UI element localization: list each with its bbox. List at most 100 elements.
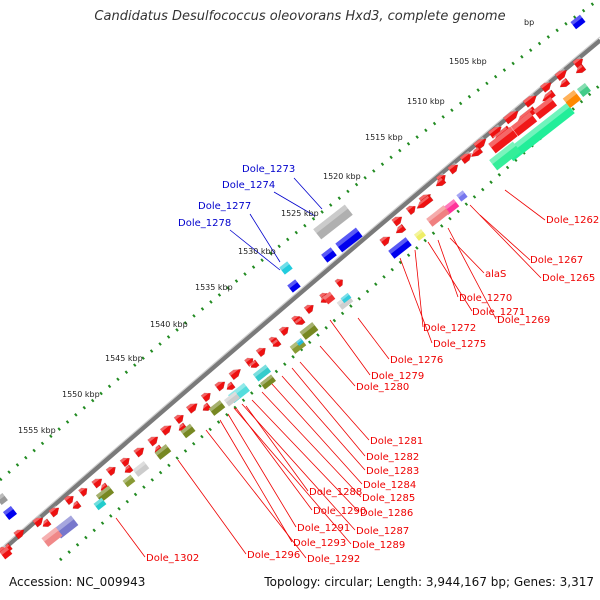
cds-forward-arrow bbox=[278, 324, 289, 337]
cds-forward-arrow bbox=[173, 412, 184, 425]
label-leader-line bbox=[479, 214, 531, 261]
kbp-tick-label: 1535 kbp bbox=[195, 283, 233, 292]
cds-forward-arrow bbox=[303, 302, 314, 315]
gene-label: Dole_1285 bbox=[362, 493, 415, 504]
cds-forward-arrow bbox=[539, 80, 552, 93]
cds-forward-arrow bbox=[133, 445, 145, 458]
cds-forward-arrow bbox=[554, 67, 568, 82]
label-leader-line bbox=[249, 213, 281, 263]
gene-label: Dole_1281 bbox=[370, 436, 423, 447]
kbp-tick-label: 1515 kbp bbox=[365, 133, 403, 142]
gene-label: Dole_1289 bbox=[352, 540, 405, 551]
cds-forward-arrow bbox=[487, 124, 502, 139]
feature-gray bbox=[0, 492, 8, 506]
feature-blue bbox=[335, 227, 363, 253]
cds-reverse-arrow bbox=[393, 223, 407, 234]
cds-reverse-arrow bbox=[122, 464, 134, 474]
feature-cyan bbox=[340, 292, 352, 304]
cds-forward-arrow bbox=[447, 162, 459, 175]
cds-reverse-arrow bbox=[573, 63, 587, 74]
label-leader-line bbox=[449, 237, 485, 274]
cds-reverse-arrow bbox=[70, 500, 82, 510]
kbp-tick-label: 1545 kbp bbox=[105, 354, 143, 363]
feature-red-small bbox=[0, 546, 13, 560]
cds-forward-arrow bbox=[522, 93, 537, 108]
cds-forward-arrow bbox=[255, 345, 266, 358]
cds-forward-arrow bbox=[32, 515, 44, 528]
feature-pink bbox=[41, 527, 63, 547]
cds-forward-arrow bbox=[459, 150, 473, 165]
feature-blue bbox=[388, 237, 412, 259]
cds-forward-arrow bbox=[228, 366, 242, 381]
rrna-feature bbox=[489, 141, 521, 171]
cds-reverse-arrow bbox=[248, 359, 260, 369]
label-leader-line bbox=[293, 177, 323, 210]
genome-summary: Topology: circular; Length: 3,944,167 bp… bbox=[264, 575, 594, 589]
feature-gray bbox=[313, 204, 353, 240]
gene-label: Dole_1270 bbox=[459, 293, 512, 304]
label-leader-line bbox=[357, 317, 390, 360]
map-title: Candidatus Desulfococcus oleovorans Hxd3… bbox=[94, 9, 506, 24]
label-leader-line bbox=[205, 429, 307, 559]
feature-blue bbox=[570, 14, 586, 30]
gene-label: Dole_1280 bbox=[356, 382, 409, 393]
feature-cyan bbox=[252, 364, 272, 382]
cds-forward-arrow bbox=[473, 136, 487, 151]
feature-olive bbox=[180, 423, 196, 439]
gene-label: Dole_1288 bbox=[309, 487, 362, 498]
kbp-tick-label: 1540 kbp bbox=[150, 320, 188, 329]
cds-forward-arrow bbox=[244, 355, 254, 367]
gene-label: Dole_1276 bbox=[390, 355, 443, 366]
label-leader-line bbox=[469, 204, 542, 279]
label-leader-line bbox=[261, 391, 362, 498]
gene-label: Dole_1262 bbox=[546, 215, 599, 226]
kbp-tick-label: 1520 kbp bbox=[323, 172, 361, 181]
gene-label: alaS bbox=[485, 269, 506, 280]
cds-block bbox=[488, 126, 518, 154]
gene-label: Dole_1284 bbox=[363, 480, 416, 491]
feature-olive bbox=[208, 400, 226, 416]
label-leader-line bbox=[329, 319, 371, 376]
cds-forward-arrow bbox=[48, 505, 60, 518]
cds-forward-arrow bbox=[379, 234, 391, 247]
feature-lilac bbox=[456, 190, 468, 202]
gene-label: Dole_1282 bbox=[366, 452, 419, 463]
cds-reverse-arrow bbox=[414, 194, 434, 209]
gene-label: Dole_1271 bbox=[472, 307, 525, 318]
cds-reverse-arrow bbox=[557, 77, 571, 88]
gene-label: Dole_1291 bbox=[297, 523, 350, 534]
kbp-tick-label: 1525 kbp bbox=[281, 209, 319, 218]
label-leader-line bbox=[291, 367, 366, 457]
cds-reverse-arrow bbox=[40, 518, 52, 528]
gene-label: Dole_1290 bbox=[313, 506, 366, 517]
label-leader-line bbox=[399, 257, 433, 344]
cds-forward-arrow bbox=[200, 390, 211, 403]
cds-reverse-arrow bbox=[433, 176, 447, 187]
label-leader-line bbox=[271, 383, 363, 485]
feature-olive bbox=[299, 322, 319, 340]
cds-forward-arrow bbox=[405, 203, 416, 216]
kbp-tick-label: 1530 kbp bbox=[238, 247, 276, 256]
cds-forward-arrow bbox=[391, 214, 403, 227]
label-leader-line bbox=[437, 239, 459, 298]
cds-forward-arrow bbox=[159, 423, 172, 436]
gene-label: Dole_1286 bbox=[360, 508, 413, 519]
rrna-feature bbox=[505, 102, 575, 162]
cds-forward-arrow bbox=[334, 277, 344, 288]
cds-reverse-arrow bbox=[270, 338, 282, 348]
feature-pink bbox=[426, 205, 450, 227]
label-leader-line bbox=[115, 517, 146, 558]
label-leader-line bbox=[414, 249, 424, 328]
feature-blue bbox=[321, 247, 337, 263]
cds-forward-arrow bbox=[119, 455, 130, 468]
gene-label: Dole_1302 bbox=[146, 553, 199, 564]
label-leader-line bbox=[229, 229, 281, 271]
label-leader-line bbox=[299, 361, 370, 441]
gene-label: Dole_1292 bbox=[307, 554, 360, 565]
cds-forward-arrow bbox=[214, 379, 226, 392]
label-leader-line bbox=[227, 413, 297, 528]
gene-label: Dole_1278 bbox=[178, 218, 231, 229]
feature-cyan bbox=[296, 338, 304, 346]
label-leader-line bbox=[281, 375, 366, 471]
gene-label: Dole_1277 bbox=[198, 201, 251, 212]
